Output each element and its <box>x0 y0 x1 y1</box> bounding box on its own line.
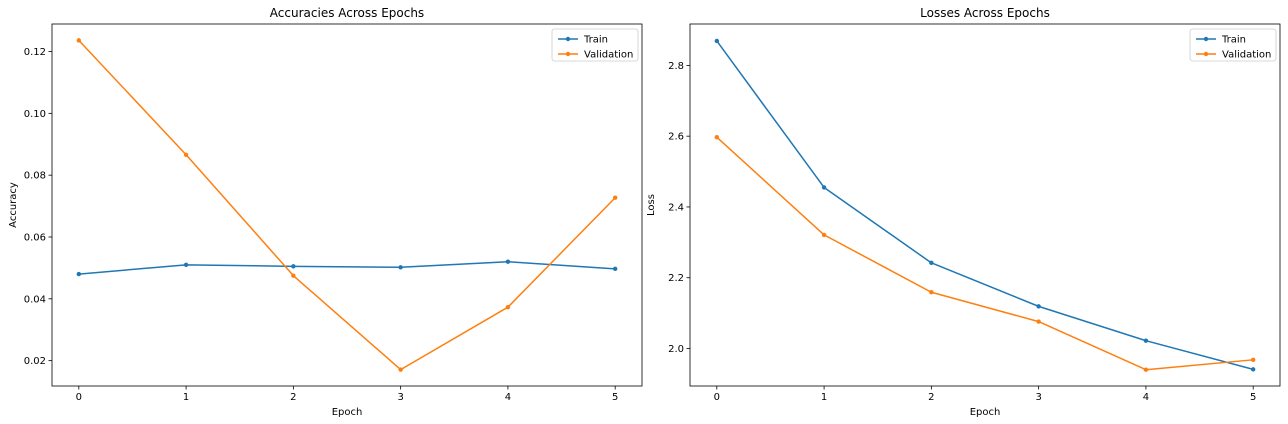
data-point <box>612 266 618 272</box>
data-point <box>291 264 296 269</box>
data-point <box>1036 319 1041 324</box>
data-point <box>821 232 827 238</box>
y-tick-label: 0.08 <box>24 171 46 182</box>
x-tick-label: 2 <box>290 392 296 403</box>
data-point <box>612 195 618 200</box>
y-tick-label: 2.2 <box>668 273 684 284</box>
y-tick-label: 0.12 <box>24 47 46 58</box>
x-axis-label: Epoch <box>332 407 363 418</box>
x-tick-label: 1 <box>821 392 827 403</box>
chart-title: Accuracies Across Epochs <box>270 6 424 20</box>
x-tick-label: 4 <box>505 392 511 403</box>
x-tick-label: 4 <box>1143 392 1149 403</box>
x-tick-label: 3 <box>397 392 403 403</box>
legend-entry: Train <box>583 35 608 46</box>
data-point <box>398 265 403 270</box>
y-axis-label: Accuracy <box>8 182 19 228</box>
data-point <box>714 135 720 140</box>
legend-marker <box>1203 51 1209 57</box>
legend-marker <box>1203 36 1209 42</box>
y-tick-label: 2.0 <box>668 344 684 355</box>
legend-box <box>551 28 639 62</box>
legend-entry: Validation <box>584 50 633 61</box>
data-point <box>929 260 934 266</box>
data-point <box>821 185 827 190</box>
y-tick-label: 2.6 <box>668 132 684 143</box>
series-line-train <box>716 40 1254 371</box>
y-tick-label: 0.06 <box>24 232 46 243</box>
y-tick-label: 2.8 <box>668 61 684 72</box>
data-point <box>183 152 189 157</box>
legend-marker <box>565 51 571 57</box>
y-tick-label: 2.4 <box>668 202 684 213</box>
y-tick-label: 0.04 <box>24 294 46 305</box>
data-point <box>714 38 720 44</box>
data-point <box>291 273 296 278</box>
data-point <box>929 290 934 295</box>
chart-title: Losses Across Epochs <box>920 6 1050 20</box>
legend-entry: Train <box>1221 35 1246 46</box>
x-tick-label: 5 <box>612 392 618 403</box>
data-point <box>76 271 82 277</box>
data-point <box>1143 338 1149 343</box>
x-tick-label: 0 <box>714 392 720 403</box>
chart-2: Losses Across Epochs 0 1 2 3 4 5 2.0 2.2 2.4 2.6 2.… <box>646 6 1281 418</box>
x-tick-label: 1 <box>183 392 189 403</box>
data-point <box>505 259 511 264</box>
y-tick-label: 0.02 <box>24 356 46 367</box>
legend-box <box>1189 28 1277 62</box>
legend: Train Validation <box>551 28 639 62</box>
plot-frame <box>51 23 643 387</box>
legend: Train Validation <box>1189 28 1277 62</box>
data-point <box>1250 367 1256 372</box>
plot-frame <box>689 23 1281 387</box>
data-point <box>1036 304 1041 309</box>
x-tick-label: 3 <box>1035 392 1041 403</box>
data-point <box>505 304 511 310</box>
y-axis-label: Loss <box>646 194 657 216</box>
data-point <box>76 38 82 43</box>
data-point <box>1250 357 1256 363</box>
x-tick-label: 5 <box>1250 392 1256 403</box>
x-tick-label: 2 <box>928 392 934 403</box>
data-point <box>1143 367 1149 372</box>
chart-1: Accuracies Across Epochs 0 1 2 3 4 5 0.02 0.04 0.… <box>8 6 643 418</box>
y-tick-label: 0.10 <box>24 109 46 120</box>
data-point <box>183 262 189 268</box>
series-line-train <box>78 260 616 275</box>
legend-entry: Validation <box>1222 50 1271 61</box>
legend-marker <box>565 36 571 42</box>
x-tick-label: 0 <box>76 392 82 403</box>
x-axis-label: Epoch <box>970 407 1001 418</box>
series-line-validation <box>716 136 1254 371</box>
series-line-validation <box>78 39 616 371</box>
data-point <box>398 367 403 372</box>
